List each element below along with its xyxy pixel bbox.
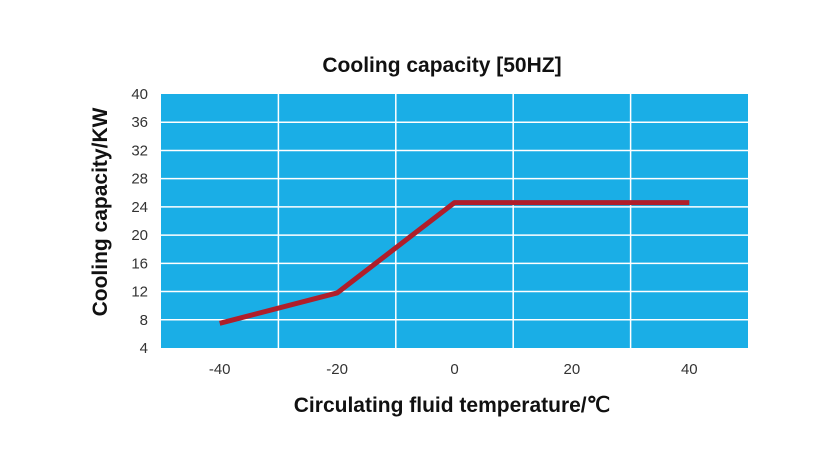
y-tick-label: 32	[131, 142, 148, 159]
y-tick-label: 12	[131, 284, 148, 301]
y-tick-label: 28	[131, 171, 148, 188]
series	[219, 200, 690, 326]
y-tick-label: 40	[131, 86, 148, 103]
x-tick-label: -40	[209, 361, 231, 378]
grid	[161, 94, 748, 348]
y-tick-label: 8	[140, 312, 148, 329]
x-tick-label: 40	[681, 361, 698, 378]
x-axis-label: Circulating fluid temperature/℃	[294, 394, 610, 417]
y-axis-label: Cooling capacity/KW	[89, 107, 112, 316]
ticks: 40 36 32 28 24 20 16 12 8 4 -40 -20 0 20 40	[131, 86, 697, 378]
y-tick-label: 24	[131, 199, 148, 216]
x-tick-label: -20	[326, 361, 348, 378]
y-tick-label: 16	[131, 255, 148, 272]
y-tick-label: 36	[131, 114, 148, 131]
plot-area	[161, 94, 748, 348]
x-tick-label: 20	[564, 361, 581, 378]
y-tick-label: 20	[131, 227, 148, 244]
series-line	[219, 200, 690, 326]
x-tick-label: 0	[450, 361, 458, 378]
chart-title: Cooling capacity [50HZ]	[322, 54, 561, 77]
y-tick-label: 4	[140, 340, 148, 357]
